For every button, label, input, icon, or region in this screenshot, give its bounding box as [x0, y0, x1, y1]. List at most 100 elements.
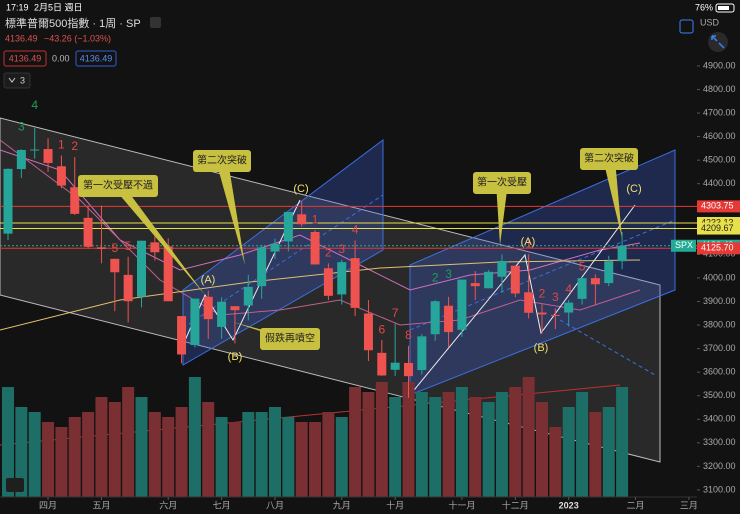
battery-level	[718, 6, 729, 10]
candle-body	[83, 217, 93, 247]
dashed-line	[409, 219, 676, 331]
scale-button[interactable]	[708, 32, 728, 52]
volume-bar	[429, 397, 442, 497]
volume-bar	[108, 402, 121, 497]
y-tick-label: 4600.00	[703, 131, 736, 141]
buy-price: 4136.49	[80, 53, 113, 63]
candle-body	[203, 296, 213, 320]
volume-bar	[322, 412, 335, 497]
candle-body	[484, 271, 494, 289]
volume-bar	[536, 402, 548, 497]
volume-bar	[576, 392, 589, 497]
volume-bar	[28, 412, 41, 497]
channel	[409, 149, 676, 396]
volume-bar	[455, 387, 468, 497]
price-tag	[671, 239, 696, 252]
candle-body	[230, 306, 240, 311]
volume-bar	[15, 407, 28, 497]
volume-bar	[389, 397, 402, 497]
volume-bar	[562, 407, 575, 497]
candle-body	[564, 302, 574, 313]
sequence-count: 5	[111, 241, 118, 255]
callout-text: 第二次突破	[584, 152, 634, 165]
spread: 0.00	[52, 53, 70, 63]
last-price: 4136.49	[5, 33, 38, 43]
candle-body	[30, 149, 40, 151]
sequence-count: 3	[338, 242, 345, 256]
y-tick-label: 4500.00	[703, 155, 736, 165]
y-tick-label: 3300.00	[703, 437, 736, 447]
volume-bar	[228, 422, 241, 497]
dashed-line	[559, 319, 656, 376]
settings-button[interactable]	[679, 19, 694, 34]
callout-text: 第一次受壓	[477, 176, 527, 189]
sequence-count: 1	[58, 138, 65, 152]
y-tick-label: 3700.00	[703, 343, 736, 353]
volume-bar	[42, 422, 55, 497]
y-tick-label: 4400.00	[703, 178, 736, 188]
volume-bar	[335, 417, 348, 497]
candle-body	[123, 274, 133, 302]
price-tag-label: 4125.70	[701, 243, 734, 253]
candle-body	[457, 279, 467, 330]
price-tag	[697, 200, 740, 213]
candle-body	[390, 362, 400, 370]
status-battery: 76%	[695, 2, 713, 12]
volume-bar	[55, 427, 68, 497]
sell-box[interactable]	[3, 50, 47, 67]
sequence-count: 2	[325, 245, 332, 259]
candle-body	[404, 362, 413, 377]
candle-body	[163, 246, 173, 302]
candle-body	[444, 305, 454, 333]
candle-body	[150, 242, 160, 253]
volume-bar	[549, 427, 562, 497]
callout-box	[193, 150, 251, 172]
candle-body	[283, 211, 293, 242]
settings-button[interactable]	[150, 17, 161, 28]
x-tick-label: 十月	[386, 499, 404, 510]
candle-body	[430, 301, 440, 335]
candle-body	[350, 258, 360, 308]
status-time: 17:19	[6, 2, 29, 12]
sequence-count: 2	[432, 270, 439, 284]
candle-body	[217, 301, 227, 327]
y-tick-label: 4000.00	[703, 272, 736, 282]
currency: USD	[700, 17, 720, 27]
buy-box[interactable]	[75, 50, 117, 67]
sequence-count: 7	[392, 306, 399, 320]
y-tick-label: 4700.00	[703, 107, 736, 117]
candle-body	[524, 292, 534, 313]
x-tick-label: 十二月	[502, 499, 529, 510]
volume-bar	[175, 407, 188, 497]
y-tick-label: 4900.00	[703, 60, 736, 70]
volume-bar	[349, 387, 362, 497]
y-tick-label: 3500.00	[703, 390, 736, 400]
volume-bar	[469, 397, 482, 497]
candle-body	[323, 268, 333, 296]
indicator-toggle[interactable]	[3, 72, 31, 89]
indicator-count: 3	[20, 75, 25, 85]
candle-body	[363, 313, 373, 351]
price-tag	[697, 242, 740, 255]
candle-body	[470, 283, 480, 287]
sequence-count: 1	[525, 236, 532, 250]
volume-bar	[482, 402, 495, 497]
volume-bar	[309, 422, 322, 497]
symbol-title: 標準普爾500指數 · 1周 · SP	[5, 16, 141, 30]
callout-box	[580, 148, 638, 170]
volume-bar	[589, 412, 602, 497]
candle-body	[96, 247, 106, 249]
wave-label: (C)	[293, 183, 308, 195]
volume-bar	[402, 382, 415, 497]
volume-bar	[269, 407, 281, 497]
callout-text: 第一次受壓不過	[83, 179, 153, 192]
price-tag	[697, 222, 740, 235]
volume-bar	[255, 412, 268, 497]
volume-bar	[82, 412, 95, 497]
chevron	[8, 77, 16, 83]
candle-body	[16, 150, 26, 170]
callout-pointer	[496, 183, 508, 245]
price-tag-label: 4303.75	[701, 201, 734, 211]
volume-bar	[415, 392, 428, 497]
candle-body	[510, 265, 520, 294]
